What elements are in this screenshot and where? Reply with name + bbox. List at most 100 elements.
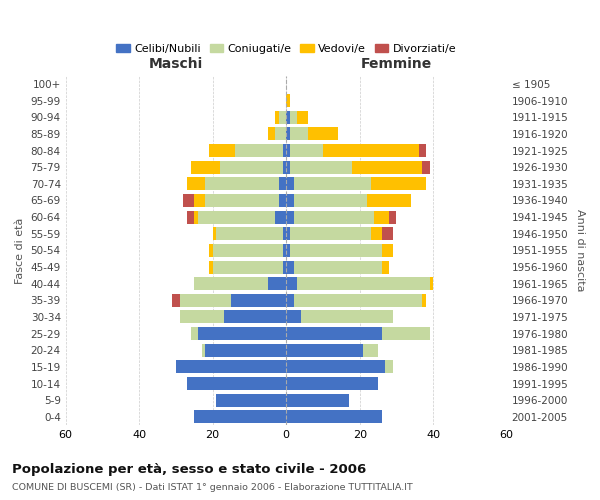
Bar [179, 294, 231, 307]
Bar [283, 244, 286, 257]
Bar [382, 260, 389, 274]
Bar [220, 160, 283, 173]
Bar [286, 377, 378, 390]
Bar [209, 260, 212, 274]
Bar [194, 277, 268, 290]
Bar [286, 410, 382, 424]
Bar [194, 194, 205, 207]
Bar [422, 160, 430, 173]
Bar [382, 228, 393, 240]
Bar [279, 194, 286, 207]
Bar [209, 144, 235, 157]
Bar [293, 178, 371, 190]
Bar [279, 111, 286, 124]
Bar [283, 228, 286, 240]
Bar [217, 228, 283, 240]
Bar [382, 244, 393, 257]
Bar [293, 210, 374, 224]
Bar [286, 360, 385, 374]
Legend: Celibi/Nubili, Coniugati/e, Vedovi/e, Divorziati/e: Celibi/Nubili, Coniugati/e, Vedovi/e, Di… [112, 40, 461, 58]
Bar [389, 210, 397, 224]
Bar [297, 111, 308, 124]
Bar [374, 210, 389, 224]
Bar [297, 277, 430, 290]
Bar [172, 294, 179, 307]
Bar [205, 178, 279, 190]
Bar [286, 128, 290, 140]
Bar [209, 244, 212, 257]
Bar [187, 178, 205, 190]
Y-axis label: Fasce di età: Fasce di età [15, 217, 25, 284]
Bar [275, 210, 286, 224]
Bar [293, 194, 367, 207]
Bar [290, 111, 297, 124]
Bar [286, 111, 290, 124]
Bar [191, 327, 198, 340]
Text: COMUNE DI BUSCEMI (SR) - Dati ISTAT 1° gennaio 2006 - Elaborazione TUTTITALIA.IT: COMUNE DI BUSCEMI (SR) - Dati ISTAT 1° g… [12, 482, 413, 492]
Bar [283, 160, 286, 173]
Bar [293, 260, 382, 274]
Bar [286, 160, 290, 173]
Bar [419, 144, 426, 157]
Bar [286, 327, 382, 340]
Bar [301, 310, 393, 324]
Bar [286, 228, 290, 240]
Bar [179, 310, 224, 324]
Bar [290, 144, 323, 157]
Bar [430, 277, 433, 290]
Bar [212, 260, 283, 274]
Bar [286, 277, 297, 290]
Bar [187, 210, 194, 224]
Bar [286, 178, 293, 190]
Bar [286, 344, 364, 356]
Bar [279, 178, 286, 190]
Bar [202, 344, 205, 356]
Bar [283, 144, 286, 157]
Bar [290, 244, 382, 257]
Bar [217, 394, 286, 406]
Text: Popolazione per età, sesso e stato civile - 2006: Popolazione per età, sesso e stato civil… [12, 462, 366, 475]
Bar [323, 144, 419, 157]
Bar [290, 128, 308, 140]
Bar [382, 327, 430, 340]
Text: Maschi: Maschi [149, 56, 203, 70]
Bar [286, 194, 293, 207]
Bar [308, 128, 338, 140]
Bar [212, 244, 283, 257]
Bar [183, 194, 194, 207]
Bar [224, 310, 286, 324]
Bar [286, 94, 290, 107]
Bar [235, 144, 283, 157]
Bar [205, 344, 286, 356]
Bar [286, 144, 290, 157]
Bar [194, 410, 286, 424]
Bar [286, 210, 293, 224]
Bar [198, 327, 286, 340]
Bar [422, 294, 426, 307]
Bar [367, 194, 411, 207]
Bar [205, 194, 279, 207]
Bar [364, 344, 378, 356]
Bar [191, 160, 220, 173]
Bar [385, 360, 393, 374]
Bar [293, 294, 422, 307]
Bar [275, 111, 279, 124]
Bar [194, 210, 198, 224]
Bar [371, 228, 382, 240]
Bar [286, 260, 293, 274]
Bar [268, 277, 286, 290]
Bar [352, 160, 422, 173]
Bar [283, 260, 286, 274]
Bar [286, 394, 349, 406]
Bar [286, 294, 293, 307]
Bar [176, 360, 286, 374]
Bar [268, 128, 275, 140]
Bar [290, 160, 352, 173]
Bar [187, 377, 286, 390]
Bar [198, 210, 275, 224]
Bar [290, 228, 371, 240]
Text: Femmine: Femmine [361, 56, 432, 70]
Bar [286, 244, 290, 257]
Bar [212, 228, 217, 240]
Bar [286, 310, 301, 324]
